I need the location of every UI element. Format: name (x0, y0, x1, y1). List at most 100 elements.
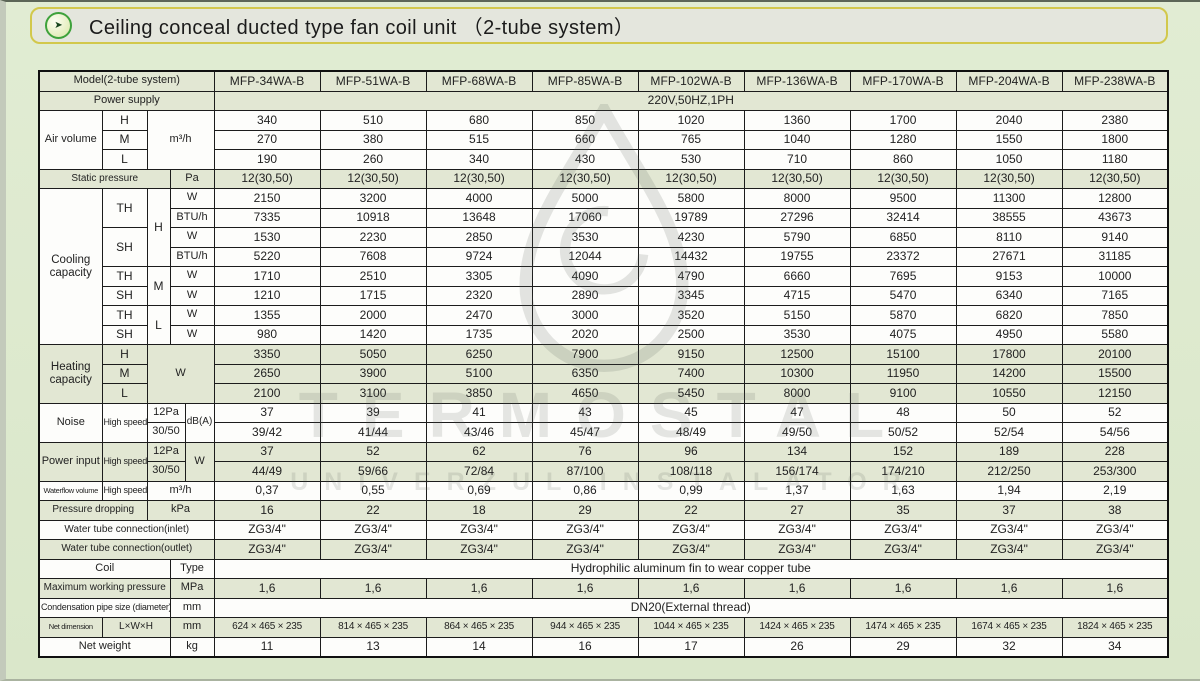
table-cell: ZG3/4" (213, 519, 321, 540)
table-cell: 12500 (743, 344, 851, 365)
table-cell: 860 (849, 149, 957, 170)
table-cell: 1210 (213, 285, 321, 306)
table-cell: 765 (637, 129, 745, 150)
model-name: MFP-136WA-B (743, 70, 851, 92)
arrow-bullet-icon: ➤ (45, 12, 72, 39)
table-cell: ZG3/4" (319, 539, 427, 560)
table-row: Power supply 220V,50HZ,1PH (38, 90, 1169, 111)
table-cell: 5470 (849, 285, 957, 306)
table-cell: 1050 (955, 149, 1063, 170)
table-cell: 1824 × 465 × 235 (1061, 617, 1169, 638)
table-cell: 3100 (319, 383, 427, 404)
row-label: Noise (38, 402, 103, 443)
unit-label: m³/h (146, 480, 215, 501)
spec-table-body: Model(2-tube system) MFP-34WA-B MFP-51WA-B… (38, 70, 1169, 658)
table-cell: 12(30,50) (849, 168, 957, 189)
table-cell: 50/52 (849, 422, 957, 443)
table-cell: ZG3/4" (319, 519, 427, 540)
table-cell: 12(30,50) (425, 168, 533, 189)
model-name: MFP-102WA-B (637, 70, 745, 92)
row-label: Power supply (38, 90, 215, 111)
table-cell: 9140 (1061, 227, 1169, 248)
table-cell: 14200 (955, 363, 1063, 384)
table-cell: 156/174 (743, 461, 851, 482)
table-cell: L×W×H (101, 617, 171, 638)
model-name: MFP-85WA-B (531, 70, 639, 92)
unit-label: 30/50 (146, 461, 186, 482)
table-cell: 2040 (955, 110, 1063, 131)
table-cell: 253/300 (1061, 461, 1169, 482)
table-cell: 2470 (425, 305, 533, 326)
table-cell: Waterflow volume (38, 480, 103, 501)
table-cell: 13 (319, 636, 427, 658)
table-cell: Condensation pipe size (diameter) (38, 597, 171, 618)
table-cell: 52 (319, 441, 427, 462)
table-cell: 152 (849, 441, 957, 462)
table-cell: 7695 (849, 266, 957, 287)
table-cell: 9724 (425, 246, 533, 267)
table-cell: 1674 × 465 × 235 (955, 617, 1063, 638)
table-cell: High speed (101, 480, 148, 501)
table-cell: 15100 (849, 344, 957, 365)
table-cell: 680 (425, 110, 533, 131)
table-cell: 62 (425, 441, 533, 462)
table-cell: 1,6 (1061, 578, 1169, 599)
table-cell: 7165 (1061, 285, 1169, 306)
table-cell: 4950 (955, 324, 1063, 345)
table-row: Waterflow volume High speed m³/h 0,37 0,55 0,… (38, 480, 1169, 501)
table-cell: 52 (1061, 402, 1169, 423)
table-cell: 3305 (425, 266, 533, 287)
table-cell: 5800 (637, 188, 745, 209)
table-cell: 29 (531, 500, 639, 521)
table-cell: 39/42 (213, 422, 321, 443)
table-cell: ZG3/4" (425, 519, 533, 540)
table-cell: 0,37 (213, 480, 321, 501)
table-cell: 2000 (319, 305, 427, 326)
table-row: SH W 980 1420 1735 2020 2500 3530 4075 4950 5580 (39, 324, 1169, 345)
table-cell: 2650 (213, 363, 321, 384)
unit-label: kPa (146, 500, 215, 521)
table-cell: ZG3/4" (743, 519, 851, 540)
table-cell: 1700 (849, 110, 957, 131)
table-cell: 1,6 (319, 578, 427, 599)
row-label: Heating capacity (38, 344, 103, 404)
table-cell: 380 (319, 129, 427, 150)
table-cell: 41 (425, 402, 533, 423)
table-cell: M (101, 129, 148, 150)
table-cell: 16 (213, 500, 321, 521)
table-cell: 37 (213, 441, 321, 462)
table-cell: DN20(External thread) (213, 597, 1169, 618)
table-cell: 1,6 (425, 578, 533, 599)
table-cell: 1550 (955, 129, 1063, 150)
table-cell: L (101, 149, 148, 170)
table-cell: 19789 (637, 207, 745, 228)
table-row: Net dimension L×W×H mm 624 × 465 × 235 814 ×… (38, 617, 1169, 638)
table-cell: 1,6 (743, 578, 851, 599)
table-cell: 14432 (637, 246, 745, 267)
table-cell: 3900 (319, 363, 427, 384)
row-label: Coil (38, 558, 171, 579)
table-cell: 7400 (637, 363, 745, 384)
table-cell: High speed (101, 441, 148, 482)
unit-label: Type (169, 558, 215, 579)
table-cell: 18 (425, 500, 533, 521)
table-cell: 0,86 (531, 480, 639, 501)
table-cell: 6350 (531, 363, 639, 384)
table-cell: 9500 (849, 188, 957, 209)
table-cell: 5150 (743, 305, 851, 326)
table-cell: 864 × 465 × 235 (425, 617, 533, 638)
unit-label: 12Pa (146, 441, 186, 462)
table-row: BTU/h 7335 10918 13648 17060 19789 27296 32414 3… (39, 207, 1169, 228)
table-cell: 5870 (849, 305, 957, 326)
table-cell: 2230 (319, 227, 427, 248)
table-cell: 6250 (425, 344, 533, 365)
table-cell: ZG3/4" (849, 539, 957, 560)
table-cell: 3520 (637, 305, 745, 326)
table-cell: 174/210 (849, 461, 957, 482)
table-cell: 430 (531, 149, 639, 170)
table-cell: 4075 (849, 324, 957, 345)
table-cell: 814 × 465 × 235 (319, 617, 427, 638)
table-cell: 27 (743, 500, 851, 521)
table-cell: 134 (743, 441, 851, 462)
table-row: Noise High speed 12Pa dB(A) 37 39 41 43 45 47 48 50… (38, 402, 1169, 443)
